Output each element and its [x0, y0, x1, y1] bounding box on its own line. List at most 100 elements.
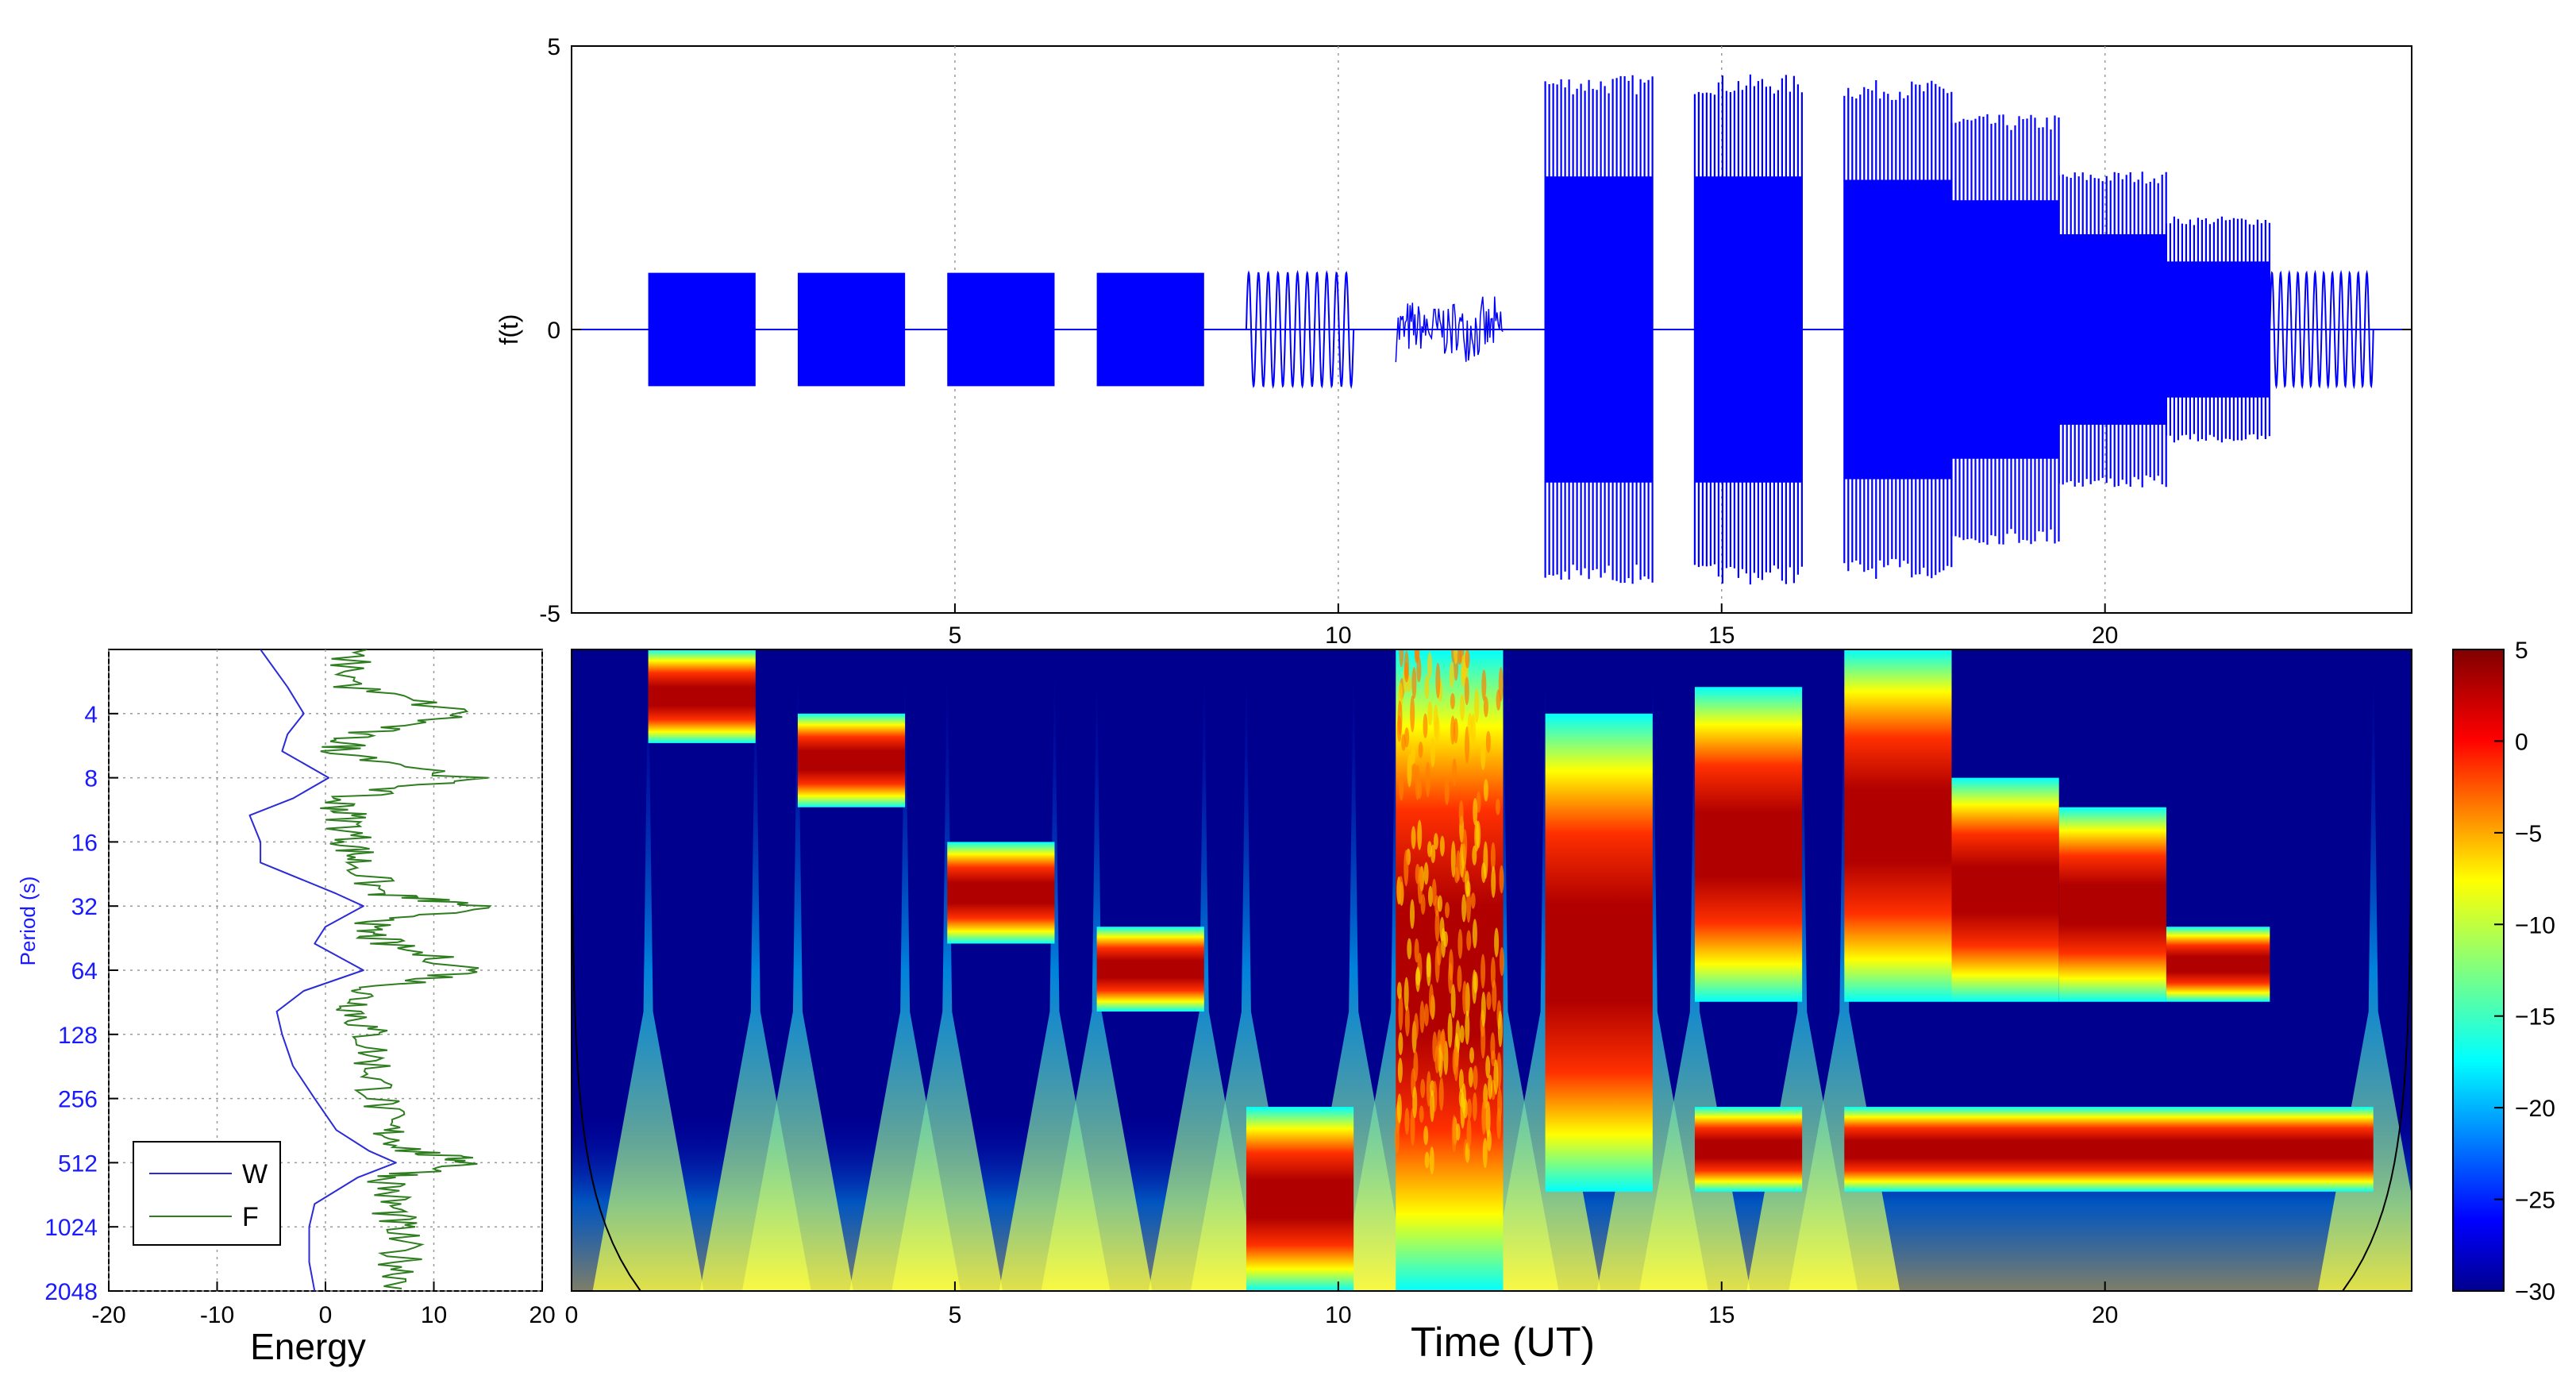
- wavelet-edge-fan: [1746, 649, 1858, 1291]
- wavelet-noise-speck: [1426, 954, 1431, 987]
- wavelet-noise-speck: [1473, 1065, 1478, 1090]
- wavelet-noise-speck: [1466, 930, 1472, 951]
- wavelet-ticks: 0 5 10 15 20: [565, 1281, 2118, 1328]
- energy-ytick-label: 128: [58, 1023, 98, 1049]
- wavelet-noise-speck: [1486, 991, 1492, 1011]
- wavelet-noise-speck: [1399, 649, 1404, 668]
- energy-xtick-label: -10: [200, 1302, 234, 1328]
- legend-box: [133, 1141, 281, 1246]
- energy-xtick-label: 0: [319, 1302, 333, 1328]
- wavelet-noise-speck: [1466, 1117, 1472, 1150]
- colorbar-tick-label: −30: [2515, 1279, 2555, 1305]
- wavelet-noise-speck: [1439, 835, 1445, 857]
- energy-xtick-label: 10: [421, 1302, 447, 1328]
- wavelet-noise-speck: [1419, 1000, 1425, 1034]
- wavelet-band: [1545, 713, 1653, 1192]
- wavelet-noise-speck: [1407, 753, 1412, 788]
- wavelet-band: [648, 649, 756, 743]
- wavelet-noise-speck: [1481, 1021, 1486, 1059]
- wavelet-noise-speck: [1457, 965, 1462, 992]
- energy-ytick-label: 32: [71, 894, 98, 920]
- wavelet-noise-speck: [1417, 819, 1423, 850]
- wavelet-noise-speck: [1481, 954, 1486, 989]
- energy-legend: W F: [133, 1141, 281, 1246]
- signal-grid: [954, 46, 2106, 613]
- wavelet-band: [1694, 1107, 1803, 1192]
- wavelet-noise-speck: [1411, 667, 1417, 699]
- wavelet-noise-speck: [1418, 742, 1423, 758]
- wavelet-noise-speck: [1483, 696, 1488, 718]
- wavelet-noise-speck: [1447, 1012, 1453, 1048]
- wavelet-noise-speck: [1410, 695, 1415, 733]
- wavelet-noise-speck: [1499, 946, 1504, 977]
- signal-segment: [1245, 269, 1355, 390]
- energy-xtick-label: 20: [529, 1302, 555, 1328]
- signal-segment: [947, 272, 1055, 387]
- wavelet-noise-speck: [1413, 1012, 1419, 1041]
- wavelet-noise-speck: [1430, 737, 1435, 768]
- colorbar-ticks: 5 0 −5 −10 −15 −20 −25 −30: [2494, 638, 2555, 1305]
- colorbar-tick-label: −25: [2515, 1188, 2555, 1214]
- wavelet-noise-speck: [1431, 878, 1437, 907]
- signal-xtick-label: 10: [1325, 622, 1351, 649]
- wavelet-edge-fan: [1298, 649, 1410, 1291]
- wavelet-map: [572, 649, 2412, 1291]
- wavelet-edge-fan: [999, 649, 1111, 1291]
- signal-xtick-label: 5: [949, 622, 962, 649]
- wavelet-noise-speck: [1404, 1005, 1410, 1037]
- signal-segment: [1951, 200, 2059, 459]
- wavelet-noise-speck: [1461, 894, 1467, 923]
- wavelet-noise-speck: [1427, 700, 1433, 726]
- wavelet-noise-speck: [1426, 1070, 1431, 1107]
- wavelet-noise-speck: [1459, 1025, 1465, 1043]
- wavelet-noise-speck: [1440, 1030, 1446, 1053]
- signal-segment-spikes: [1950, 114, 2060, 545]
- wavelet-noise-speck: [1498, 667, 1504, 702]
- wavelet-noise-speck: [1412, 1086, 1418, 1119]
- signal-ylabel: f(t): [495, 314, 523, 345]
- legend-label-f: F: [242, 1202, 259, 1232]
- wavelet-xtick-label: 0: [565, 1302, 579, 1328]
- wavelet-noise-speck: [1438, 1077, 1444, 1112]
- wavelet-noise-speck: [1435, 662, 1441, 699]
- wavelet-noise-speck: [1398, 1032, 1404, 1055]
- wavelet-noise-speck: [1438, 1043, 1443, 1078]
- colorbar-tick-label: 5: [2515, 638, 2528, 664]
- wavelet-noise-speck: [1460, 694, 1465, 722]
- energy-xlabel: Energy: [250, 1326, 366, 1367]
- wavelet-noise-speck: [1497, 1087, 1503, 1122]
- wavelet-noise-speck: [1411, 826, 1416, 850]
- wavelet-noise-speck: [1468, 1066, 1473, 1088]
- wavelet-noise-speck: [1414, 938, 1419, 963]
- wavelet-noise-speck: [1490, 842, 1496, 872]
- wavelet-noise-speck: [1457, 928, 1463, 959]
- energy-ytick-label: 1024: [44, 1215, 98, 1241]
- wavelet-noise-speck: [1434, 1045, 1440, 1073]
- wavelet-noise-speck: [1424, 1151, 1430, 1169]
- wavelet-noise-speck: [1482, 1138, 1488, 1169]
- wavelet-noise-speck: [1472, 919, 1477, 949]
- wavelet-noise-speck: [1410, 899, 1415, 930]
- signal-segment: [1844, 179, 1952, 480]
- colorbar-tick-label: −10: [2515, 912, 2555, 938]
- wavelet-noise-speck: [1490, 957, 1496, 989]
- wavelet-noise-speck: [1497, 1010, 1503, 1048]
- wavelet-noise-speck: [1450, 984, 1456, 1019]
- wavelet-noise-speck: [1464, 676, 1469, 706]
- wavelet-noise-speck: [1467, 712, 1473, 738]
- wavelet-noise-speck: [1457, 649, 1462, 665]
- wavelet-noise-speck: [1456, 850, 1461, 881]
- wavelet-noise-speck: [1394, 1123, 1400, 1154]
- wavelet-noise-speck: [1429, 984, 1434, 1017]
- signal-panel: 5 10 15 20 5 0 -5 f(t): [495, 34, 2412, 649]
- wavelet-noise-speck: [1470, 892, 1476, 909]
- wavelet-noise-speck: [1473, 797, 1478, 826]
- signal-segment: [797, 272, 906, 387]
- wavelet-edge-fan: [2317, 649, 2412, 1291]
- wavelet-edge-fan: [891, 649, 1003, 1291]
- colorbar-tick-label: −20: [2515, 1096, 2555, 1122]
- wavelet-noise-speck: [1430, 1089, 1435, 1123]
- wavelet-band: [1844, 649, 1952, 1002]
- wavelet-noise-speck: [1404, 850, 1409, 887]
